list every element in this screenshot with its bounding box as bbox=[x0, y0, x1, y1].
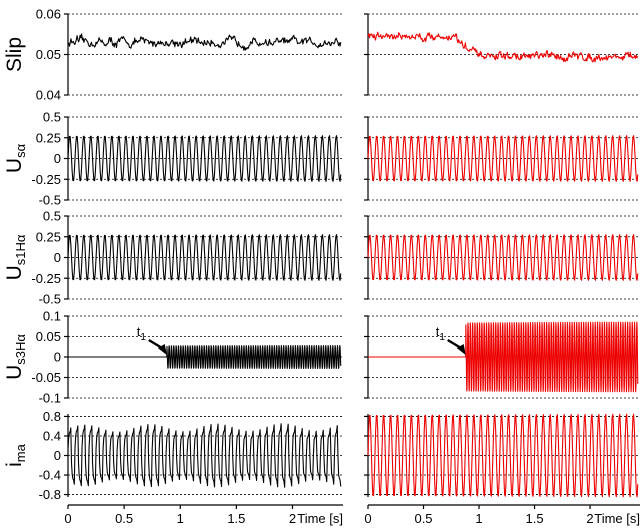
ytick-label-us1ha-4: -0.5 bbox=[39, 292, 61, 307]
series-usa-left bbox=[67, 135, 342, 182]
ylabel-us1ha: Us1Hα bbox=[3, 234, 28, 280]
ytick-label-ima-2: 0 bbox=[54, 448, 61, 463]
xtick-label-right-1: 0.5 bbox=[414, 511, 432, 526]
panel-ima-right bbox=[364, 413, 640, 498]
xtick-label-left-3: 1.5 bbox=[227, 511, 245, 526]
series-us1ha-right bbox=[367, 234, 639, 281]
panel-slip-left: 0.06 0.05 0.04 bbox=[36, 7, 343, 103]
ytick-label-ima-3: -0.4 bbox=[39, 468, 61, 483]
panel-usa-left: 0.5 0.25 0 -0.25 -0.5 bbox=[31, 110, 343, 208]
xaxis-label-left: Time [s] bbox=[297, 511, 343, 526]
ytick-label-us1ha-2: 0 bbox=[54, 250, 61, 265]
xtick-label-right-0: 0 bbox=[364, 511, 371, 526]
panel-us1ha-left: 0.5 0.25 0 -0.25 -0.5 bbox=[31, 209, 343, 307]
xaxis-label-right: Time [s] bbox=[594, 511, 640, 526]
panel-us3ha-left: 0.1 0.05 0 -0.05 -0.1 t1 bbox=[31, 309, 343, 406]
ytick-label-us3ha-4: -0.1 bbox=[39, 391, 61, 406]
ytick-label-ima-0: 0.8 bbox=[43, 409, 61, 424]
xtick-label-right-3: 1.5 bbox=[525, 511, 543, 526]
ytick-label-slip-0: 0.06 bbox=[36, 7, 61, 22]
ytick-label-slip-2: 0.04 bbox=[36, 88, 61, 103]
series-ima-right bbox=[367, 413, 639, 498]
ytick-label-us3ha-3: -0.05 bbox=[31, 370, 61, 385]
xaxis-right: 0 0.5 1 1.5 2 Time [s] bbox=[364, 504, 640, 526]
panel-ima-left: 0.8 0.4 0 -0.4 -0.8 bbox=[39, 409, 343, 502]
panel-us1ha-right bbox=[364, 215, 640, 300]
ytick-label-us1ha-3: -0.25 bbox=[31, 271, 61, 286]
xtick-label-left-0: 0 bbox=[64, 511, 71, 526]
ytick-label-ima-4: -0.8 bbox=[39, 487, 61, 502]
series-usa-right bbox=[367, 135, 639, 182]
xtick-label-left-2: 1 bbox=[177, 511, 184, 526]
ylabel-usa: Usα bbox=[3, 143, 28, 173]
xtick-label-left-4: 2 bbox=[289, 511, 296, 526]
ytick-label-slip-1: 0.05 bbox=[36, 47, 61, 62]
xtick-label-right-4: 2 bbox=[586, 511, 593, 526]
series-slip-left bbox=[67, 33, 342, 51]
annotation-label-right: t1 bbox=[436, 324, 446, 343]
ytick-label-usa-3: -0.25 bbox=[31, 172, 61, 187]
ytick-label-usa-0: 0.5 bbox=[43, 110, 61, 125]
ytick-label-usa-4: -0.5 bbox=[39, 193, 61, 208]
annotation-arrowhead-right bbox=[456, 344, 466, 355]
series-us1ha-left bbox=[67, 234, 342, 281]
panel-us3ha-right: t1 bbox=[364, 315, 640, 399]
xaxis-left: 0 0.5 1 1.5 2 Time [s] bbox=[64, 504, 343, 526]
ytick-label-us1ha-1: 0.25 bbox=[36, 229, 61, 244]
panel-slip-right bbox=[364, 13, 640, 96]
ytick-label-usa-2: 0 bbox=[54, 151, 61, 166]
ytick-label-usa-1: 0.25 bbox=[36, 130, 61, 145]
ytick-label-us1ha-0: 0.5 bbox=[43, 209, 61, 224]
series-slip-right bbox=[367, 31, 639, 63]
ylabel-ima: ima bbox=[3, 443, 28, 467]
annotation-label-left: t1 bbox=[137, 324, 147, 343]
xtick-label-right-2: 1 bbox=[475, 511, 482, 526]
xtick-label-left-1: 0.5 bbox=[115, 511, 133, 526]
series-us3ha-right bbox=[367, 321, 639, 393]
ytick-label-us3ha-2: 0 bbox=[54, 350, 61, 365]
annotation-arrowhead-left bbox=[157, 344, 167, 355]
panel-usa-right bbox=[364, 116, 640, 201]
series-us3ha-left bbox=[67, 344, 342, 370]
ylabel-slip: Slip bbox=[3, 37, 26, 72]
ytick-label-ima-1: 0.4 bbox=[43, 428, 61, 443]
series-ima-left bbox=[67, 423, 342, 488]
ylabel-us3ha: Us3Hα bbox=[3, 334, 28, 380]
ytick-label-us3ha-1: 0.05 bbox=[36, 329, 61, 344]
ytick-label-us3ha-0: 0.1 bbox=[43, 309, 61, 324]
